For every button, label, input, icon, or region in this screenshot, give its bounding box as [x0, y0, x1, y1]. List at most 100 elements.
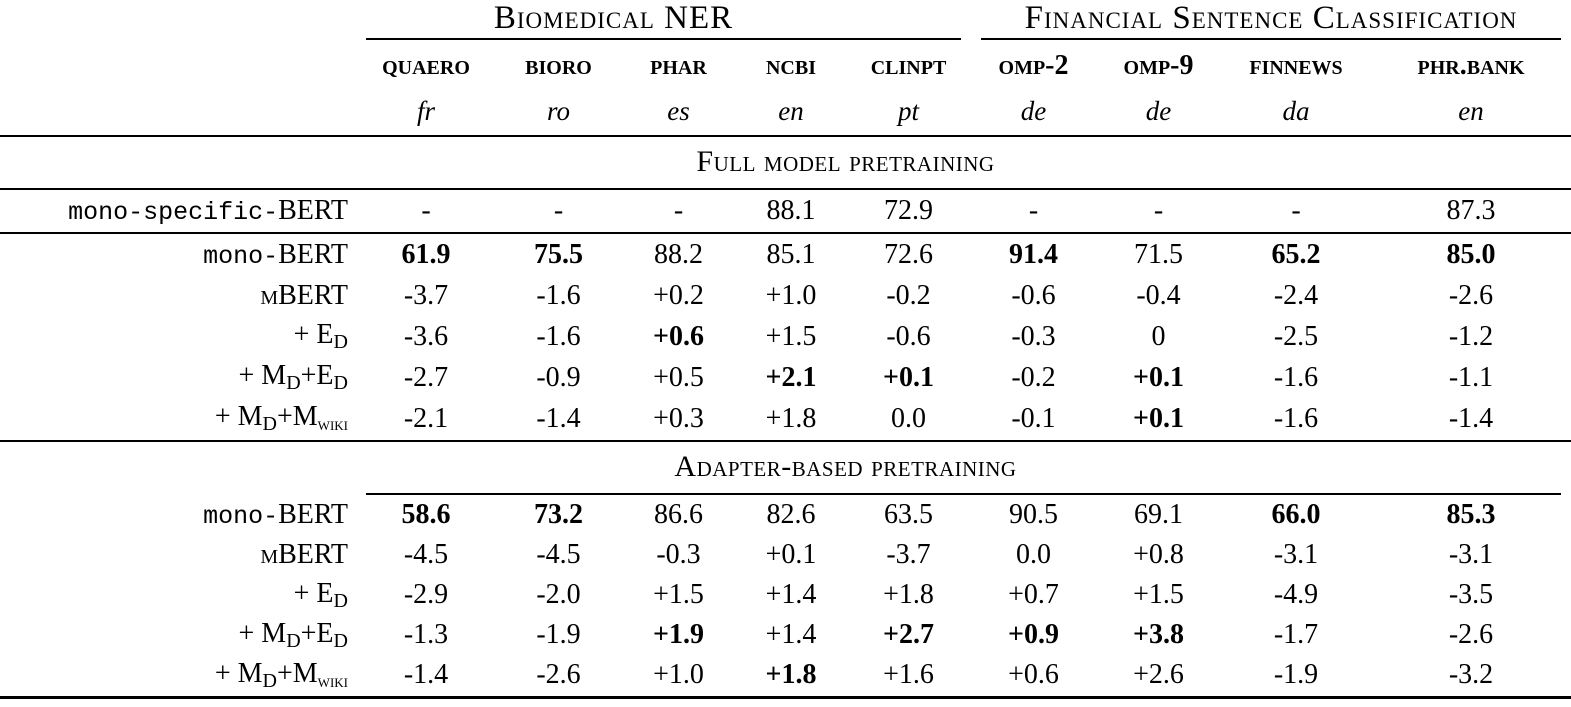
data-columns-rule [366, 492, 1562, 495]
score-cell: +1.4 [765, 619, 817, 650]
score-cell: -1.9 [536, 619, 581, 650]
score-cell: +1.8 [765, 659, 817, 690]
language-code: es [667, 96, 690, 126]
score-cell: -1.9 [1273, 659, 1319, 690]
rule-cell [0, 187, 1571, 190]
dataset-name: clinpt [870, 50, 947, 81]
rule-cell [0, 231, 1571, 234]
score-cell: -2.5 [1273, 320, 1319, 352]
row-label-part: D [262, 669, 277, 692]
row-label-part: BERT [278, 279, 348, 311]
row-label-part: wiki [317, 414, 348, 435]
score-cell: -2.7 [403, 361, 449, 393]
row-label: mBERT [0, 275, 356, 316]
table-row [0, 37, 1571, 40]
table-row: + MD+Mwiki -2.1 -1.4 +0.3 +1.8 0.0 -0.1 +0.1 -1.… [0, 398, 1571, 439]
group-underline [366, 37, 962, 40]
dataset-name: phar [650, 50, 707, 81]
score-cell: -4.9 [1273, 579, 1319, 610]
score-cell: -3.7 [886, 539, 931, 570]
score-cell: 72.6 [884, 238, 933, 270]
score-cell: -0.6 [1011, 279, 1056, 311]
score-cell: +1.9 [653, 619, 704, 650]
row-label: mBERT [0, 535, 356, 575]
column-header-quaero: quaero fr [356, 40, 496, 134]
row-label-part: +M [276, 401, 318, 432]
corner-spacer-cell [0, 0, 356, 37]
table-row: mBERT -4.5 -4.5 -0.3 +0.1 -3.7 0.0 +0.8 -3.1 -3.1 [0, 535, 1571, 575]
row-label: + MD+ED [0, 615, 356, 655]
row-label-part: D [333, 629, 348, 652]
dataset-name: omp-9 [1123, 50, 1194, 81]
score-cell: 0 [1151, 320, 1166, 352]
row-label-part: BERT [278, 499, 348, 530]
row-label-part: m [260, 539, 279, 570]
table-row: + MD+ED -2.7 -0.9 +0.5 +2.1 +0.1 -0.2 +0.1 -1.6-… [0, 357, 1571, 398]
score-cell: +1.6 [883, 659, 934, 690]
score-cell: 82.6 [766, 499, 816, 530]
score-cell: - [421, 194, 431, 226]
full-width-rule [0, 187, 1571, 190]
row-label-part: D [333, 589, 348, 612]
score-cell: - [1291, 194, 1301, 226]
row-label-part: + M [238, 617, 287, 649]
score-cell: -1.6 [1273, 402, 1319, 434]
score-cell: -0.3 [656, 539, 701, 570]
table-row: mono-specific-BERT - - - 88.1 72.9 - - - 87.3 [0, 190, 1571, 231]
score-cell: -3.6 [403, 320, 449, 352]
table-row: + ED -3.6 -1.6 +0.6 +1.5 -0.6 -0.3 0 -2.5 -1.2 [0, 316, 1571, 357]
score-cell: 0.0 [891, 402, 926, 434]
score-cell: +1.8 [883, 579, 934, 610]
rule-cell [0, 134, 1571, 137]
row-label-part: + M [238, 360, 287, 391]
row-label-part: mono-specific- [68, 197, 279, 227]
score-cell: -0.4 [1136, 279, 1181, 311]
column-header-clinpt: clinpt pt [846, 40, 971, 134]
score-cell: +1.8 [765, 402, 817, 434]
column-header-phr.bank: phr.bank en [1371, 40, 1571, 134]
score-cell: -2.0 [536, 579, 581, 610]
row-label-part: +E [300, 617, 334, 649]
score-cell: -3.7 [403, 279, 449, 311]
score-cell: +3.8 [1133, 619, 1184, 650]
row-label-part: +E [300, 360, 334, 391]
full-width-rule [0, 134, 1571, 137]
dataset-name: omp-2 [998, 50, 1069, 81]
score-cell: -3.5 [1448, 579, 1494, 610]
section-title: Adapter-based pretraining [674, 450, 1017, 483]
dataset-name: finnews [1249, 50, 1343, 81]
score-cell: 72.9 [884, 194, 933, 226]
language-code: pt [898, 96, 920, 126]
row-label-part: mono- [203, 502, 279, 531]
full-width-rule [0, 231, 1571, 234]
row-label-part: D [333, 331, 348, 353]
score-cell: +1.0 [765, 279, 817, 311]
score-cell: -0.9 [536, 361, 581, 393]
score-cell: -1.4 [536, 402, 581, 434]
score-cell: +0.1 [765, 539, 817, 570]
score-cell: -0.2 [886, 279, 931, 311]
dataset-name: bioro [525, 50, 592, 81]
column-header-ncbi: ncbi en [736, 40, 846, 134]
row-label-part: D [286, 372, 301, 394]
score-cell: +0.1 [1133, 402, 1184, 434]
row-label-part: m [260, 279, 279, 311]
score-cell: +1.4 [765, 579, 817, 610]
row-label: + ED [0, 575, 356, 615]
score-cell: 91.4 [1009, 238, 1059, 270]
score-cell: -0.2 [1011, 361, 1056, 393]
row-label: mono-BERT [0, 495, 356, 535]
row-label-part: + M [214, 401, 263, 432]
rule-cell [0, 695, 1571, 700]
column-header-bioro: bioro ro [496, 40, 621, 134]
score-cell: +0.3 [653, 402, 704, 434]
score-cell: +0.6 [653, 320, 704, 352]
column-header-omp-2: omp-2 de [971, 40, 1096, 134]
rule-cell [356, 492, 1571, 495]
score-cell: -2.6 [536, 659, 581, 690]
score-cell: -2.4 [1273, 279, 1319, 311]
score-cell: +0.5 [653, 361, 704, 393]
table-row [0, 134, 1571, 137]
